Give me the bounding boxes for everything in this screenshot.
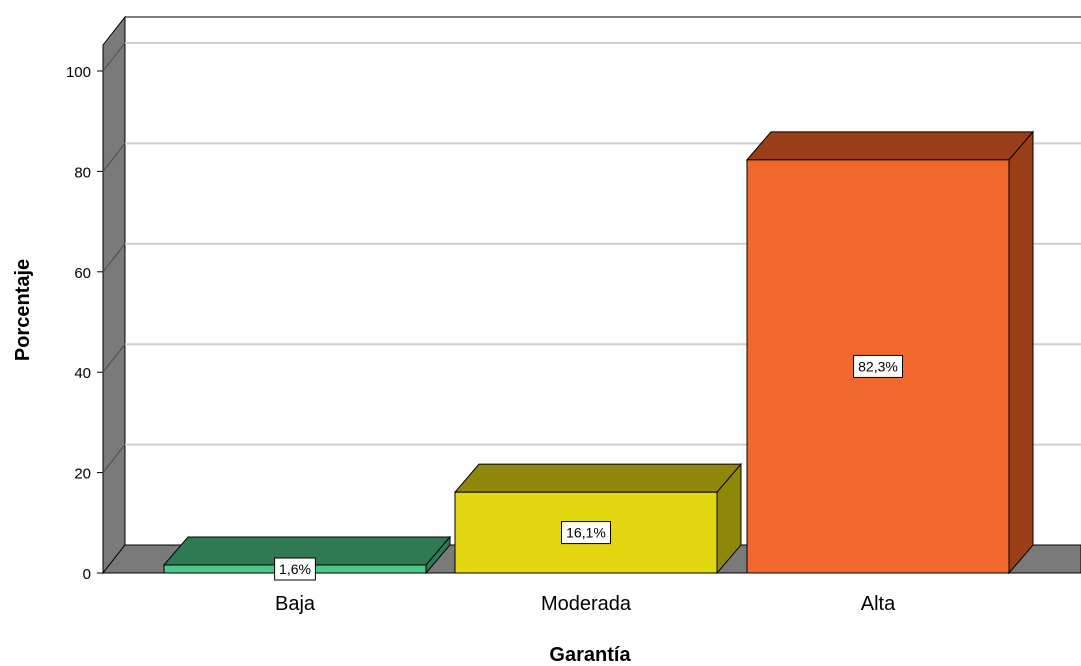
- x-tick-label: Alta: [861, 593, 896, 615]
- y-tick-label: 60: [74, 265, 91, 282]
- wall-gridline: [102, 42, 126, 72]
- x-axis-label: Garantía: [549, 644, 631, 666]
- data-label: 1,6%: [279, 561, 311, 577]
- bar-top-alta: [745, 131, 1035, 161]
- data-label-box: [853, 354, 903, 378]
- x-axis-ticks: Baja Moderada Alta: [275, 593, 896, 615]
- bars: 1,6% 16,1% 82,3%: [162, 130, 1035, 581]
- data-label: 16,1%: [566, 525, 606, 541]
- y-tick-label: 0: [83, 566, 91, 583]
- bar-top-moderada: [453, 463, 743, 493]
- data-label-box: [561, 521, 611, 545]
- wall-gridline: [102, 343, 126, 373]
- bar-side-alta: [1008, 130, 1034, 575]
- wall-gridline: [102, 243, 126, 273]
- y-tick-label: 100: [66, 64, 91, 81]
- y-tick-label: 80: [74, 164, 91, 181]
- wall-gridline: [102, 143, 126, 172]
- y-tick-label: 20: [74, 466, 91, 483]
- y-axis-ticks: 0 20 40 60 80 100: [66, 64, 103, 583]
- y-axis-label: Porcentaje: [12, 259, 34, 361]
- y-tick-label: 40: [74, 365, 91, 382]
- data-label: 82,3%: [858, 358, 898, 374]
- wall-gridline: [102, 444, 126, 473]
- left-wall: [102, 15, 126, 575]
- data-label-box: [274, 557, 316, 581]
- x-tick-label: Baja: [275, 593, 316, 615]
- x-tick-label: Moderada: [541, 593, 632, 615]
